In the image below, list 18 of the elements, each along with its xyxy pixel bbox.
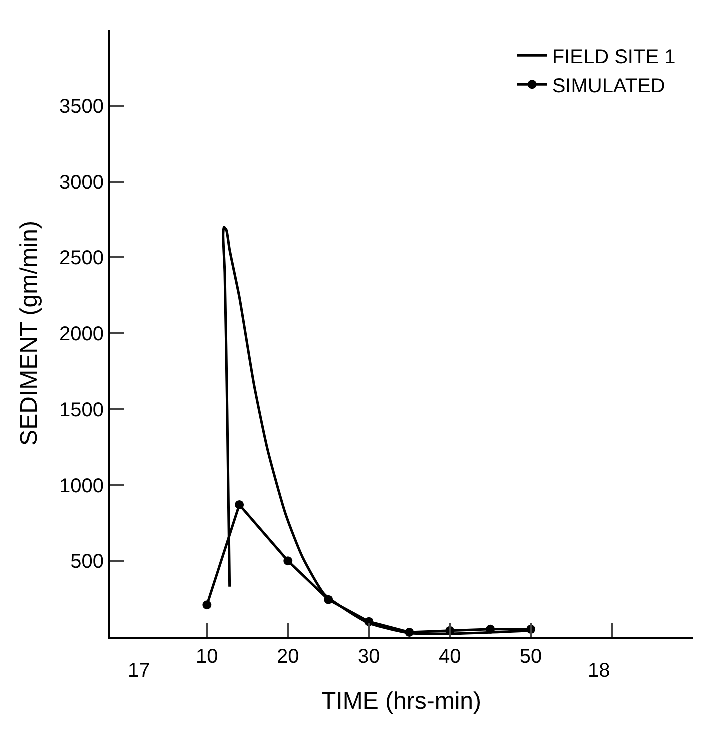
legend-label: FIELD SITE 1 [552, 46, 676, 68]
y-tick-label: 1000 [60, 475, 104, 498]
legend-label: SIMULATED [552, 75, 666, 98]
x-tick-label: 40 [438, 646, 462, 668]
y-tick-label: 3500 [60, 96, 104, 118]
x-tick-label: 20 [277, 646, 300, 668]
y-tick-label: 1500 [60, 399, 104, 422]
x-tick-label: 10 [196, 646, 218, 668]
text: 18 [588, 660, 610, 682]
y-tick-label: 500 [70, 551, 104, 574]
y-tick-label: 2000 [60, 324, 104, 346]
x-axis-title: TIME (hrs-min) [322, 688, 482, 715]
text: 17 [128, 660, 150, 682]
y-axis-title: SEDIMENT (gm/min) [16, 221, 44, 446]
y-tick-label: 3000 [60, 172, 104, 194]
y-tick-label: 2500 [60, 248, 104, 270]
x-tick-label: 50 [520, 646, 542, 668]
x-tick-label: 30 [358, 646, 380, 668]
